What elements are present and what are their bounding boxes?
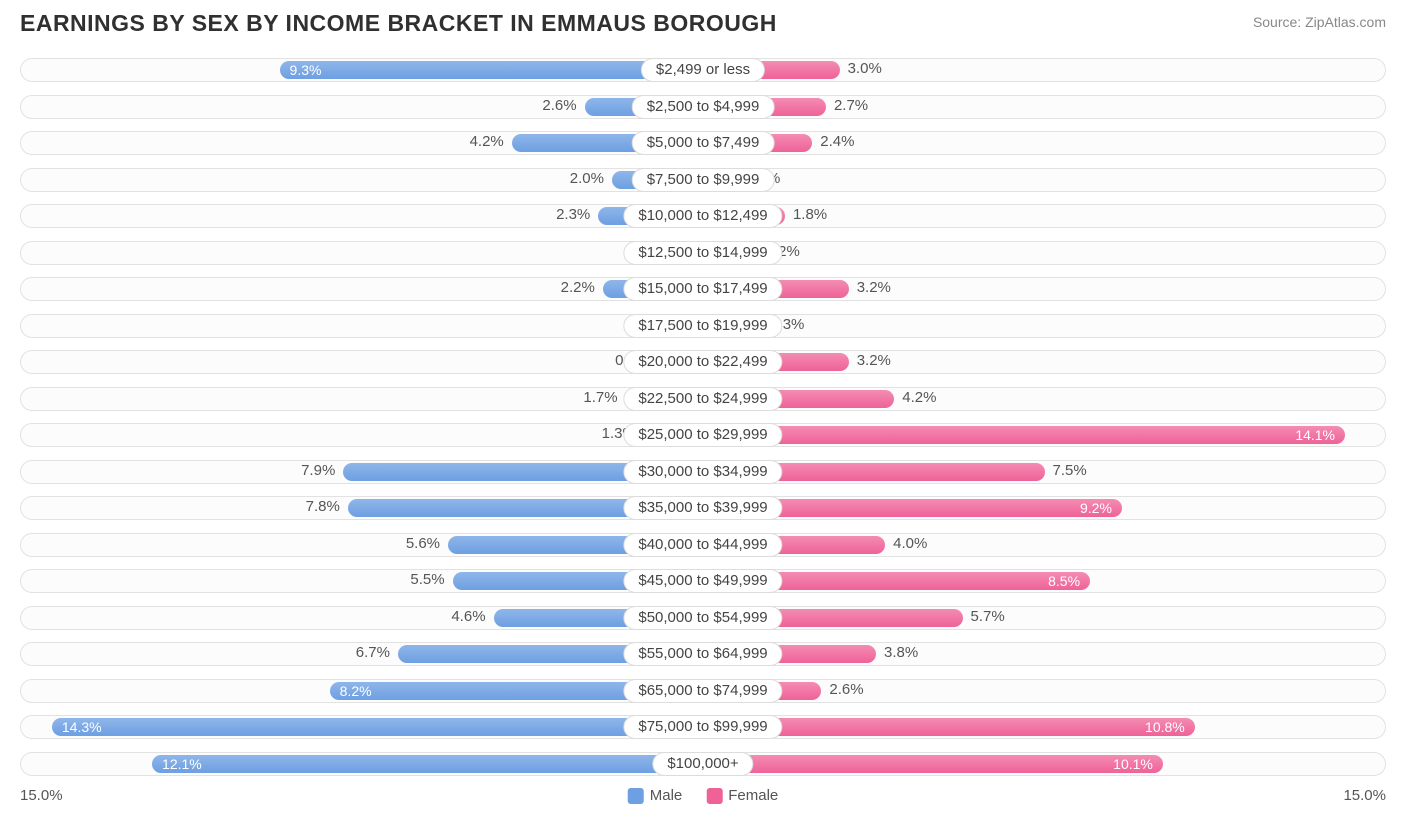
legend-label-male: Male [650,787,683,804]
category-label: $45,000 to $49,999 [623,569,782,593]
female-bar: 10.1% [703,755,1163,773]
category-label: $17,500 to $19,999 [623,314,782,338]
female-swatch-icon [706,788,722,804]
category-label: $65,000 to $74,999 [623,679,782,703]
category-label: $12,500 to $14,999 [623,241,782,265]
female-value-label: 9.2% [1070,500,1122,516]
chart-row: 0.41%1.3%$17,500 to $19,999 [20,309,1386,343]
female-value-label: 4.0% [893,535,927,552]
chart-row: 6.7% 3.8% $55,000 to $64,999 [20,637,1386,671]
category-label: $7,500 to $9,999 [632,168,775,192]
chart-header: EARNINGS BY SEX BY INCOME BRACKET IN EMM… [0,0,1406,53]
female-value-label: 8.5% [1038,573,1090,589]
axis-max-right: 15.0% [1343,787,1386,804]
male-value-label: 1.7% [583,389,617,406]
category-label: $35,000 to $39,999 [623,496,782,520]
category-label: $2,500 to $4,999 [632,95,775,119]
legend-item-female: Female [706,787,778,804]
chart-body: 9.3% 3.0% $2,499 or less 2.6% 2.7% $2,500 to … [0,53,1406,781]
chart-row: 7.8% 9.2% $35,000 to $39,999 [20,491,1386,525]
male-value-label: 4.2% [470,133,504,150]
axis-max-left: 15.0% [20,787,63,804]
female-value-label: 3.2% [857,279,891,296]
category-label: $20,000 to $22,499 [623,350,782,374]
chart-row: 5.5% 8.5% $45,000 to $49,999 [20,564,1386,598]
male-value-label: 2.2% [561,279,595,296]
category-label: $15,000 to $17,499 [623,277,782,301]
category-label: $2,499 or less [641,58,765,82]
female-value-label: 5.7% [971,608,1005,625]
category-label: $75,000 to $99,999 [623,715,782,739]
chart-row: 0.27%1.2%$12,500 to $14,999 [20,236,1386,270]
chart-row: 5.6% 4.0% $40,000 to $44,999 [20,528,1386,562]
category-label: $5,000 to $7,499 [632,131,775,155]
female-value-label: 3.8% [884,644,918,661]
chart-row: 2.6% 2.7% $2,500 to $4,999 [20,90,1386,124]
male-value-label: 2.6% [542,97,576,114]
female-value-label: 7.5% [1053,462,1087,479]
male-value-label: 14.3% [52,719,112,735]
chart-row: 4.6% 5.7% $50,000 to $54,999 [20,601,1386,635]
male-bar: 12.1% [152,755,703,773]
male-value-label: 7.9% [301,462,335,479]
chart-title: EARNINGS BY SEX BY INCOME BRACKET IN EMM… [20,10,777,37]
category-label: $40,000 to $44,999 [623,533,782,557]
category-label: $22,500 to $24,999 [623,387,782,411]
chart-source: Source: ZipAtlas.com [1253,10,1386,30]
chart-footer: 15.0% Male Female 15.0% [0,783,1406,813]
male-value-label: 6.7% [356,644,390,661]
chart-row: 2.2% 3.2% $15,000 to $17,499 [20,272,1386,306]
male-bar: 14.3% [52,718,703,736]
female-value-label: 14.1% [1285,427,1345,443]
category-label: $100,000+ [652,752,753,776]
female-value-label: 10.1% [1103,756,1163,772]
chart-row: 2.0%0.59%$7,500 to $9,999 [20,163,1386,197]
chart-row: 4.2% 2.4% $5,000 to $7,499 [20,126,1386,160]
male-value-label: 9.3% [280,62,332,78]
chart-row: 12.1% 10.1% $100,000+ [20,747,1386,781]
male-value-label: 5.6% [406,535,440,552]
female-bar: 14.1% [703,426,1345,444]
chart-row: 14.3% 10.8% $75,000 to $99,999 [20,710,1386,744]
category-label: $55,000 to $64,999 [623,642,782,666]
male-swatch-icon [628,788,644,804]
male-value-label: 5.5% [410,571,444,588]
chart-row: 1.3%14.1%$25,000 to $29,999 [20,418,1386,452]
category-label: $10,000 to $12,499 [623,204,782,228]
legend-label-female: Female [728,787,778,804]
legend: Male Female [628,787,779,804]
chart-row: 0.82%3.2%$20,000 to $22,499 [20,345,1386,379]
male-value-label: 2.0% [570,170,604,187]
chart-row: 7.9% 7.5% $30,000 to $34,999 [20,455,1386,489]
chart-row: 1.7% 4.2% $22,500 to $24,999 [20,382,1386,416]
legend-item-male: Male [628,787,683,804]
male-value-label: 2.3% [556,206,590,223]
male-value-label: 7.8% [306,498,340,515]
category-label: $30,000 to $34,999 [623,460,782,484]
female-value-label: 3.2% [857,352,891,369]
female-value-label: 3.0% [848,60,882,77]
female-value-label: 2.6% [829,681,863,698]
male-value-label: 8.2% [330,683,382,699]
female-value-label: 1.8% [793,206,827,223]
category-label: $25,000 to $29,999 [623,423,782,447]
female-value-label: 2.7% [834,97,868,114]
male-bar: 9.3% [280,61,703,79]
male-value-label: 12.1% [152,756,212,772]
chart-row: 2.3% 1.8% $10,000 to $12,499 [20,199,1386,233]
female-value-label: 4.2% [902,389,936,406]
chart-row: 8.2% 2.6% $65,000 to $74,999 [20,674,1386,708]
male-value-label: 4.6% [451,608,485,625]
chart-row: 9.3% 3.0% $2,499 or less [20,53,1386,87]
female-value-label: 2.4% [820,133,854,150]
category-label: $50,000 to $54,999 [623,606,782,630]
female-value-label: 10.8% [1135,719,1195,735]
